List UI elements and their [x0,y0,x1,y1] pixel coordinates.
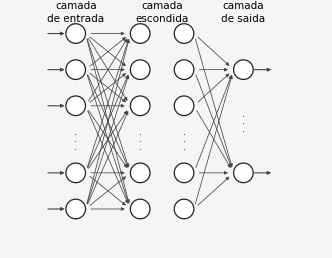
Text: .: . [242,116,245,126]
Text: camada
de saida: camada de saida [221,1,266,24]
Circle shape [66,163,86,183]
Text: .: . [74,134,77,144]
Circle shape [174,163,194,183]
Text: .: . [183,127,186,136]
Text: .: . [139,127,142,136]
Text: .: . [183,142,186,152]
Circle shape [130,199,150,219]
Circle shape [66,96,86,116]
Text: .: . [183,134,186,144]
Text: camada
escondida: camada escondida [135,1,189,24]
Text: .: . [74,142,77,152]
Text: .: . [139,134,142,144]
Text: .: . [242,124,245,134]
Circle shape [174,60,194,79]
Text: .: . [74,127,77,136]
Text: camada
de entrada: camada de entrada [47,1,104,24]
Circle shape [130,24,150,43]
Circle shape [66,60,86,79]
Circle shape [174,24,194,43]
Circle shape [130,96,150,116]
Circle shape [130,163,150,183]
Text: .: . [242,109,245,118]
Circle shape [174,96,194,116]
Circle shape [234,60,253,79]
Circle shape [234,163,253,183]
Text: .: . [139,142,142,152]
Circle shape [130,60,150,79]
Circle shape [66,199,86,219]
Circle shape [66,24,86,43]
Circle shape [174,199,194,219]
